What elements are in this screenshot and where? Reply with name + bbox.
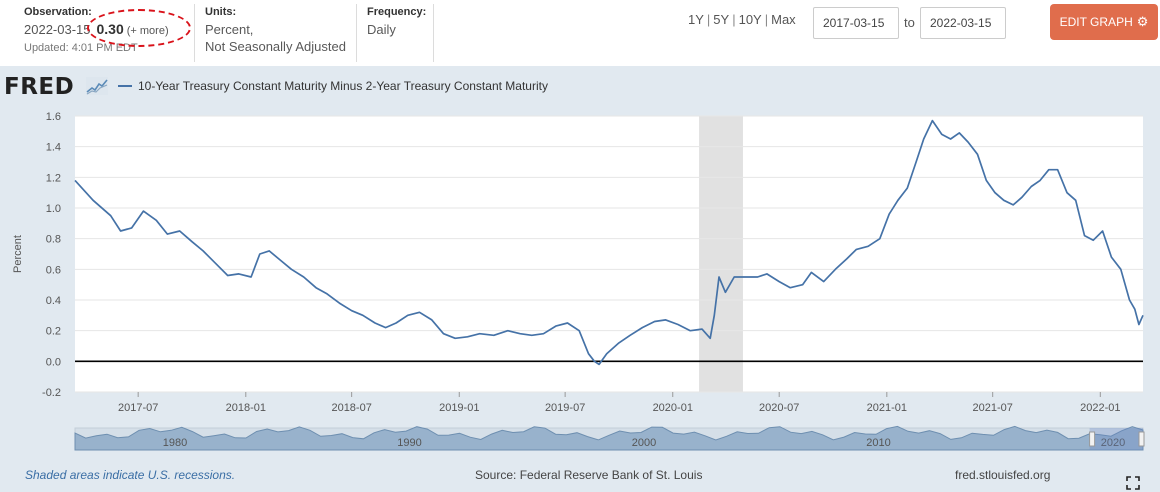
x-tick-label: 2019-07 [545, 402, 585, 414]
fred-sparkline-icon [86, 77, 108, 95]
legend-swatch [118, 85, 132, 87]
recession-shading [699, 116, 743, 392]
recession-note: Shaded areas indicate U.S. recessions. [25, 468, 236, 482]
units-value-line1: Percent, [205, 22, 254, 37]
units-value-line2: Not Seasonally Adjusted [205, 39, 346, 54]
navigator-area [74, 425, 1144, 451]
fred-logo: FRED [4, 74, 75, 100]
plot-area [75, 116, 1143, 392]
y-tick-label: 0.2 [46, 326, 61, 338]
x-tick-label: 2020-07 [759, 402, 799, 414]
series-legend[interactable]: 10-Year Treasury Constant Maturity Minus… [118, 79, 548, 93]
x-tick-label: 2021-07 [972, 402, 1012, 414]
y-tick-label: 1.0 [46, 203, 61, 215]
edit-graph-button[interactable]: EDIT GRAPH ⚙ [1050, 4, 1158, 40]
x-tick-label: 2021-01 [867, 402, 907, 414]
meta-divider [356, 4, 357, 62]
navigator-year-label: 1980 [163, 437, 187, 449]
navigator-year-label: 2020 [1101, 437, 1125, 449]
frequency-label: Frequency: [367, 6, 427, 18]
y-tick-label: 0.0 [46, 356, 61, 368]
x-tick-label: 2017-07 [118, 402, 158, 414]
x-tick-label: 2018-01 [226, 402, 266, 414]
legend-series-name: 10-Year Treasury Constant Maturity Minus… [138, 79, 548, 93]
frequency-value: Daily [367, 22, 396, 37]
y-tick-label: 1.4 [46, 142, 61, 154]
y-tick-label: 0.6 [46, 264, 61, 276]
y-tick-label: 0.4 [46, 295, 61, 307]
meta-divider [194, 4, 195, 62]
navigator-year-label: 2000 [632, 437, 656, 449]
navigator-selection [1089, 428, 1143, 450]
range-link-max[interactable]: Max [771, 12, 796, 27]
fullscreen-icon[interactable] [1126, 476, 1140, 490]
updated-timestamp: Updated: 4:01 PM EDT [24, 42, 138, 54]
observation-date: 2022-03-15 [24, 22, 91, 37]
navigator-handle[interactable] [1089, 431, 1096, 447]
units-block: Units: Percent, Not Seasonally Adjusted [205, 4, 355, 55]
y-tick-label: 1.6 [46, 111, 61, 123]
series-line [74, 119, 1144, 366]
series-meta-bar: Observation: 2022-03-15 0.30 (+ more) Upda… [0, 0, 1160, 66]
range-links: 1Y | 5Y | 10Y | Max [688, 12, 796, 27]
source-text: Source: Federal Reserve Bank of St. Loui… [475, 468, 703, 482]
y-tick-label: 0.8 [46, 234, 61, 246]
graph-panel: -0.2 0.0 0.2 0.4 0.6 0.8 1.0 1.2 1.4 1.6 2017-07 20… [0, 66, 1160, 492]
range-link-5y[interactable]: 5Y [713, 12, 730, 27]
frequency-block: Frequency: Daily [367, 4, 437, 38]
x-tick-label: 2018-07 [331, 402, 371, 414]
units-label: Units: [205, 6, 237, 18]
date-to-label: to [904, 15, 915, 30]
y-axis-label: Percent [12, 235, 24, 273]
navigator-year-label: 1990 [397, 437, 421, 449]
x-tick-label: 2022-01 [1080, 402, 1120, 414]
navigator-year-label: 2010 [866, 437, 890, 449]
x-tick-label: 2019-01 [439, 402, 479, 414]
gear-icon: ⚙ [1136, 14, 1149, 29]
y-tick-label: -0.2 [42, 387, 61, 399]
navigator-handle[interactable] [1138, 431, 1145, 447]
highlight-circle-annotation [87, 9, 191, 47]
y-tick-label: 1.2 [46, 172, 61, 184]
range-link-10y[interactable]: 10Y [738, 12, 762, 27]
edit-graph-label: EDIT GRAPH [1059, 15, 1133, 29]
meta-divider [433, 4, 434, 62]
range-link-1y[interactable]: 1Y [688, 12, 704, 27]
x-tick-label: 2020-01 [653, 402, 693, 414]
site-link[interactable]: fred.stlouisfed.org [955, 468, 1051, 482]
chart-canvas: -0.2 0.0 0.2 0.4 0.6 0.8 1.0 1.2 1.4 1.6 2017-07 20… [12, 111, 1145, 451]
observation-label: Observation: [24, 6, 92, 18]
start-date-input[interactable] [813, 7, 899, 39]
end-date-input[interactable] [920, 7, 1006, 39]
